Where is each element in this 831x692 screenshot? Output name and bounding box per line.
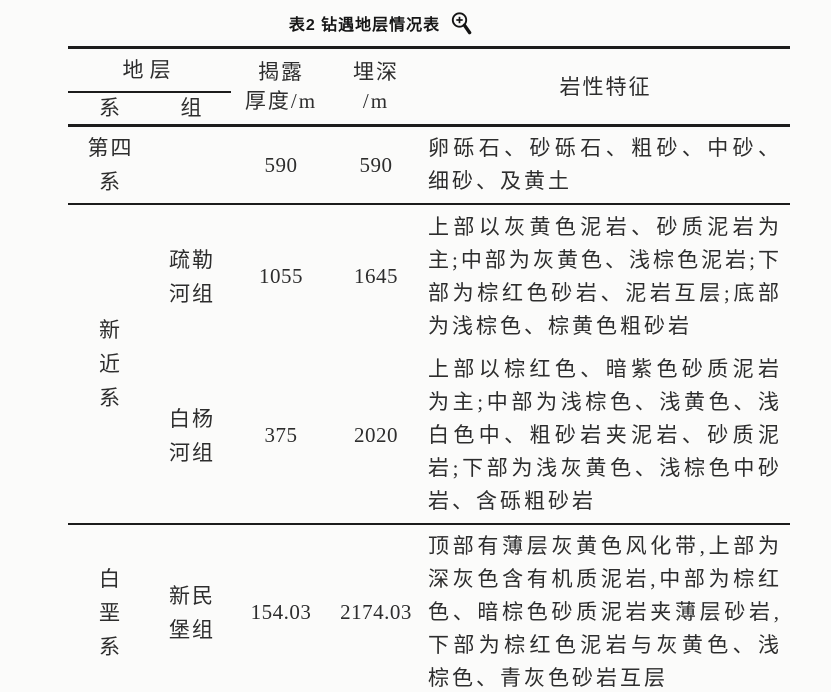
lithology-text: 上部以灰黄色泥岩、砂质泥岩为主;中部为灰黄色、浅棕色泥岩;下部为棕红色砂岩、泥岩… <box>428 214 782 338</box>
lithology-text: 卵砾石、砂砾石、粗砂、中砂、细砂、及黄土 <box>421 125 790 205</box>
system-cell: 第四系 <box>68 125 153 205</box>
table-header: 地层 揭露 厚度/m 埋深 /m 岩性特征 系 组 <box>68 47 790 127</box>
depth-value: 1645 <box>354 264 398 288</box>
formation-label: 新民堡组 <box>169 583 215 642</box>
header-system: 系 <box>68 91 153 127</box>
system-label: 白垩系 <box>99 566 122 659</box>
table-row-xinminbao: 白垩系 新民堡组 154.03 2174.03 顶部有薄层灰黄色风化带,上部为深… <box>68 524 790 692</box>
system-cell: 新近系 <box>68 204 153 525</box>
table-title: 表2 钻遇地层情况表 <box>288 17 441 34</box>
header-strata: 地层 <box>68 47 231 93</box>
table-caption: 表2 钻遇地层情况表 <box>20 8 742 38</box>
zoom-in-icon[interactable] <box>450 11 473 36</box>
header-thickness: 揭露 厚度/m <box>231 47 331 127</box>
system-label: 第四系 <box>87 136 134 194</box>
depth-value: 2174.03 <box>340 600 412 624</box>
strata-table: 地层 揭露 厚度/m 埋深 /m 岩性特征 系 组 第四系 <box>68 46 790 692</box>
header-thickness-line2: 厚度/m <box>244 88 318 113</box>
lithology-text: 上部以棕红色、暗紫色砂质泥岩为主;中部为浅棕色、浅黄色、浅白色中、粗砂岩夹泥岩、… <box>421 348 790 525</box>
formation-label: 疏勒河组 <box>169 247 215 306</box>
header-depth-line2: /m <box>362 88 390 113</box>
table-row-shulehe: 新近系 疏勒河组 1055 1645 上部以灰黄色泥岩、砂质泥岩为主;中部为灰黄… <box>68 204 790 525</box>
formation-cell: 新民堡组 <box>153 524 231 692</box>
header-depth: 埋深 /m <box>331 47 421 127</box>
thickness-value: 375 <box>231 348 331 525</box>
header-thickness-line1: 揭露 <box>258 59 304 84</box>
depth-value: 590 <box>331 125 421 205</box>
header-formation: 组 <box>153 91 231 127</box>
formation-cell: 疏勒河组 <box>153 204 231 348</box>
depth-value: 2020 <box>331 348 421 525</box>
header-lithology: 岩性特征 <box>421 47 790 127</box>
lithology-text: 顶部有薄层灰黄色风化带,上部为深灰色含有机质泥岩,中部为棕红色、暗棕色砂质泥岩夹… <box>428 534 782 690</box>
document-page: 表2 钻遇地层情况表 地层 揭露 厚度/m 埋深 /m <box>0 8 831 692</box>
header-depth-line1: 埋深 <box>353 59 399 84</box>
table-row-baiyanghe: 白杨河组 375 2020 上部以棕红色、暗紫色砂质泥岩为主;中部为浅棕色、浅黄… <box>68 348 790 525</box>
thickness-value: 590 <box>231 125 331 205</box>
thickness-value: 1055 <box>259 264 303 288</box>
system-label: 新近系 <box>99 318 122 410</box>
formation-cell: 白杨河组 <box>153 348 231 525</box>
formation-cell <box>153 125 231 205</box>
system-cell: 白垩系 <box>68 524 153 692</box>
formation-label: 白杨河组 <box>169 406 215 465</box>
thickness-value: 154.03 <box>250 600 312 624</box>
table-row-quaternary: 第四系 590 590 卵砾石、砂砾石、粗砂、中砂、细砂、及黄土 <box>68 125 790 205</box>
